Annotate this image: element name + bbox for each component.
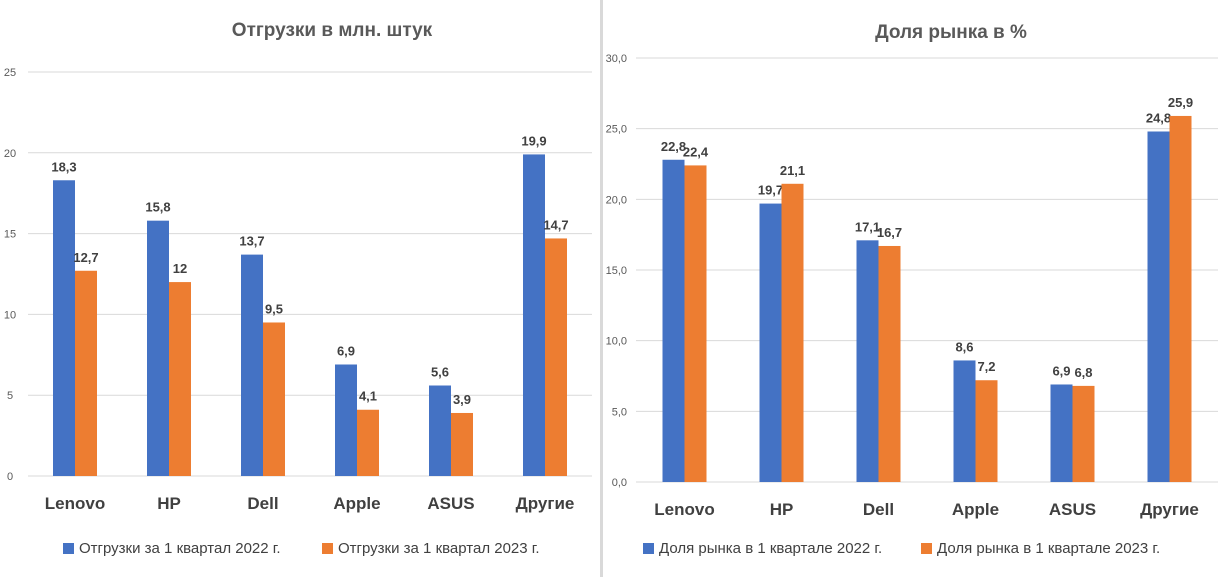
- x-category-label: Другие: [1140, 500, 1199, 519]
- y-tick-label: 10,0: [606, 336, 627, 348]
- bar: [878, 245, 901, 482]
- bar: [451, 412, 473, 476]
- y-tick-label: 20,0: [606, 194, 627, 206]
- x-category-label: Другие: [516, 494, 575, 513]
- legend-label: Доля рынка в 1 квартале 2023 г.: [937, 540, 1160, 557]
- y-tick-label: 5: [7, 390, 13, 402]
- data-label: 9,5: [265, 301, 283, 316]
- x-category-label: HP: [770, 500, 794, 519]
- data-label: 19,7: [758, 183, 783, 198]
- legend-swatch: [921, 543, 932, 554]
- y-tick-label: 15: [4, 229, 16, 241]
- y-tick-label: 0: [7, 471, 13, 483]
- data-label: 6,9: [337, 343, 355, 358]
- y-tick-label: 0,0: [612, 477, 627, 489]
- data-label: 13,7: [239, 234, 264, 249]
- data-label: 18,3: [51, 159, 76, 174]
- shipments-chart-panel: Отгрузки в млн. штук 0 5 10 15 20 25 18,3 12,7 Le…: [0, 0, 600, 577]
- x-category-label: Lenovo: [45, 494, 105, 513]
- data-label: 4,1: [359, 389, 377, 404]
- data-label: 3,9: [453, 392, 471, 407]
- y-tick-label: 5,0: [612, 406, 627, 418]
- bar: [147, 220, 169, 476]
- data-label: 14,7: [543, 217, 568, 232]
- x-category-label: Lenovo: [654, 500, 714, 519]
- legend-label: Отгрузки за 1 квартал 2023 г.: [338, 540, 540, 557]
- bar: [357, 409, 379, 476]
- data-label: 24,8: [1146, 110, 1171, 125]
- y-tick-label: 30,0: [606, 53, 627, 65]
- bar: [684, 165, 707, 482]
- bar: [241, 254, 263, 476]
- data-label: 7,2: [977, 359, 995, 374]
- bar: [1072, 385, 1095, 482]
- data-label: 6,9: [1052, 363, 1070, 378]
- bar: [169, 282, 191, 476]
- shipments-chart: Отгрузки в млн. штук 0 5 10 15 20 25 18,3 12,7 Le…: [4, 20, 592, 557]
- x-category-label: Dell: [863, 500, 894, 519]
- bar: [335, 364, 357, 476]
- bar: [75, 270, 97, 476]
- data-label: 16,7: [877, 225, 902, 240]
- market-share-chart-panel: Доля рынка в % 0,0 5,0 10,0 15,0 20,0 25,0 30,0…: [603, 0, 1223, 577]
- bar: [662, 159, 685, 482]
- x-category-label: Dell: [247, 494, 278, 513]
- data-label: 12: [173, 261, 187, 276]
- data-label: 22,4: [683, 144, 709, 159]
- legend-label: Отгрузки за 1 квартал 2022 г.: [79, 540, 281, 557]
- x-category-label: ASUS: [427, 494, 474, 513]
- legend-label: Доля рынка в 1 квартале 2022 г.: [659, 540, 882, 557]
- y-tick-label: 20: [4, 148, 16, 160]
- panel-divider: [600, 0, 603, 577]
- bar: [53, 180, 75, 476]
- legend-swatch: [643, 543, 654, 554]
- x-category-label: Apple: [333, 494, 380, 513]
- chart-title: Доля рынка в %: [875, 22, 1027, 43]
- bar: [429, 385, 451, 476]
- bar: [523, 154, 545, 476]
- bar: [1050, 384, 1073, 482]
- y-tick-label: 25: [4, 67, 16, 79]
- data-label: 12,7: [73, 250, 98, 265]
- bar: [1147, 131, 1170, 482]
- legend-swatch: [322, 543, 333, 554]
- x-category-label: Apple: [952, 500, 999, 519]
- bar: [1169, 115, 1192, 483]
- data-label: 25,9: [1168, 95, 1193, 110]
- data-label: 8,6: [955, 339, 973, 354]
- data-label: 22,8: [661, 139, 686, 154]
- bar: [781, 183, 804, 482]
- bar: [759, 203, 782, 482]
- data-label: 17,1: [855, 219, 880, 234]
- y-tick-label: 25,0: [606, 124, 627, 136]
- y-tick-label: 10: [4, 309, 16, 321]
- market-share-chart: Доля рынка в % 0,0 5,0 10,0 15,0 20,0 25,0 30,0…: [606, 22, 1218, 557]
- x-category-label: ASUS: [1049, 500, 1096, 519]
- x-category-label: HP: [157, 494, 181, 513]
- bar: [856, 240, 879, 482]
- y-tick-label: 15,0: [606, 265, 627, 277]
- chart-title: Отгрузки в млн. штук: [232, 20, 433, 41]
- data-label: 15,8: [145, 200, 170, 215]
- bar: [975, 380, 998, 482]
- bar: [545, 238, 567, 476]
- data-label: 6,8: [1074, 365, 1092, 380]
- data-label: 5,6: [431, 365, 449, 380]
- data-label: 19,9: [521, 133, 546, 148]
- data-label: 21,1: [780, 163, 805, 178]
- bar: [953, 360, 976, 482]
- bar: [263, 322, 285, 476]
- legend-swatch: [63, 543, 74, 554]
